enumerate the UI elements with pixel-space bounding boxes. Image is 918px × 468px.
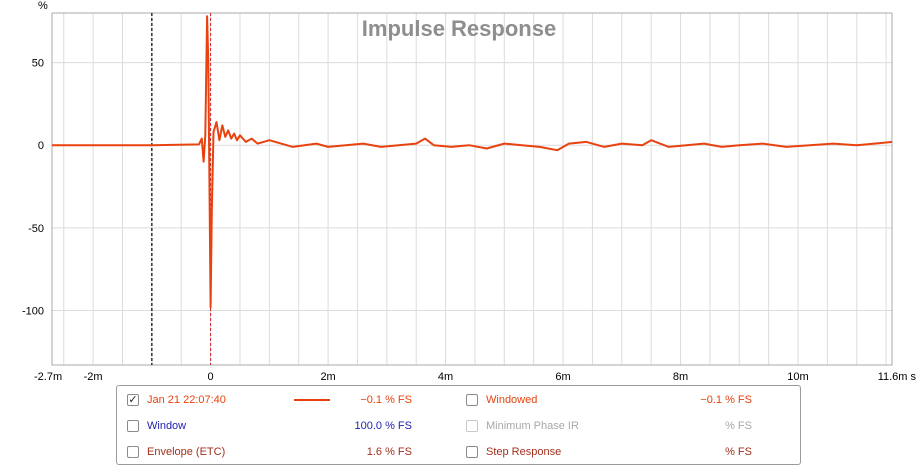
plot-frame — [51, 12, 893, 366]
checkbox-window[interactable] — [127, 420, 139, 432]
legend-row: Envelope (ETC) 1.6 % FS Step Response % … — [117, 442, 800, 462]
legend-label-minimum-phase-ir: Minimum Phase IR — [486, 420, 579, 432]
chart-title: Impulse Response — [362, 16, 556, 41]
legend-label-windowed: Windowed — [486, 394, 538, 406]
legend-row: Window 100.0 % FS Minimum Phase IR % FS — [117, 416, 800, 436]
legend-label-envelope-etc: Envelope (ETC) — [147, 446, 226, 458]
y-tick-label: -100 — [22, 305, 44, 317]
impulse-response-chart[interactable]: Impulse Response % 50 0 -50 -100 -2.7m -2m 0 2… — [0, 0, 918, 385]
checkbox-measurement[interactable]: ✓ — [127, 394, 139, 406]
y-axis-ticks: 50 0 -50 -100 — [22, 58, 44, 318]
chart-grid — [52, 13, 892, 365]
y-tick-label: 0 — [38, 140, 44, 152]
legend-swatch-measurement — [294, 399, 330, 401]
x-tick-label: 11.6m s — [878, 371, 917, 383]
x-tick-label: 8m — [673, 371, 688, 383]
x-tick-label: 2m — [320, 371, 335, 383]
legend-value-window: 100.0 % FS — [354, 420, 412, 432]
legend-panel: ✓ Jan 21 22:07:40 −0.1 % FS Windowed −0.… — [116, 385, 801, 465]
checkbox-envelope-etc[interactable] — [127, 446, 139, 458]
x-tick-label: 0 — [208, 371, 214, 383]
legend-row: ✓ Jan 21 22:07:40 −0.1 % FS Windowed −0.… — [117, 390, 800, 410]
legend-value-measurement: −0.1 % FS — [360, 394, 412, 406]
y-tick-label: -50 — [28, 223, 44, 235]
series-line-measurement — [52, 15, 893, 309]
legend-value-minimum-phase-ir: % FS — [725, 420, 752, 432]
legend-value-step-response: % FS — [725, 446, 752, 458]
legend-value-windowed: −0.1 % FS — [700, 394, 752, 406]
legend-value-envelope-etc: 1.6 % FS — [366, 446, 412, 458]
legend-label-step-response: Step Response — [486, 446, 562, 458]
checkbox-windowed[interactable] — [466, 394, 478, 406]
legend-label-window: Window — [147, 420, 187, 432]
x-tick-label: 10m — [787, 371, 808, 383]
y-tick-label: 50 — [32, 58, 44, 70]
x-tick-label: 4m — [438, 371, 453, 383]
checkbox-minimum-phase-ir[interactable] — [466, 420, 478, 432]
series-layer — [52, 15, 893, 309]
y-axis-unit: % — [38, 0, 48, 12]
checkbox-step-response[interactable] — [466, 446, 478, 458]
legend-label-measurement: Jan 21 22:07:40 — [147, 394, 226, 406]
x-axis-ticks: -2.7m -2m 0 2m 4m 6m 8m 10m 11.6m s — [34, 371, 916, 383]
x-tick-label: 6m — [555, 371, 570, 383]
x-tick-label: -2m — [84, 371, 103, 383]
x-tick-label: -2.7m — [34, 371, 62, 383]
time-markers[interactable] — [151, 13, 212, 365]
